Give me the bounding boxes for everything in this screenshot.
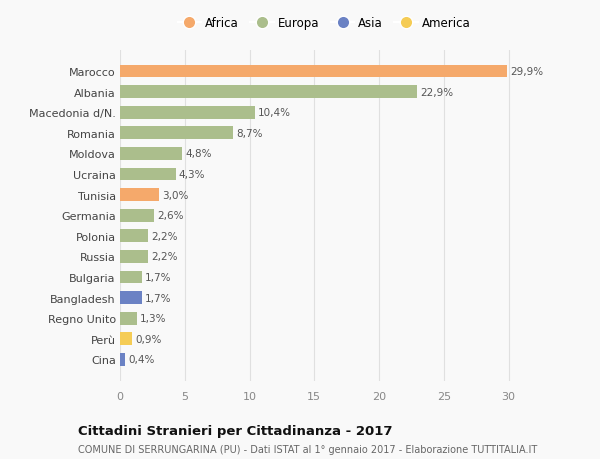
Legend: Africa, Europa, Asia, America: Africa, Europa, Asia, America bbox=[178, 17, 470, 30]
Bar bbox=[120, 251, 148, 263]
Text: 2,2%: 2,2% bbox=[152, 231, 178, 241]
Text: 4,3%: 4,3% bbox=[179, 170, 205, 179]
Text: Cittadini Stranieri per Cittadinanza - 2017: Cittadini Stranieri per Cittadinanza - 2… bbox=[78, 425, 392, 437]
Text: 1,3%: 1,3% bbox=[140, 313, 167, 324]
Bar bbox=[120, 148, 182, 161]
Text: 0,9%: 0,9% bbox=[135, 334, 161, 344]
Text: 2,2%: 2,2% bbox=[152, 252, 178, 262]
Text: 29,9%: 29,9% bbox=[511, 67, 544, 77]
Bar bbox=[120, 353, 125, 366]
Text: 4,8%: 4,8% bbox=[185, 149, 212, 159]
Bar bbox=[120, 230, 148, 243]
Bar bbox=[120, 333, 131, 346]
Bar bbox=[120, 86, 416, 99]
Text: COMUNE DI SERRUNGARINA (PU) - Dati ISTAT al 1° gennaio 2017 - Elaborazione TUTTI: COMUNE DI SERRUNGARINA (PU) - Dati ISTAT… bbox=[78, 444, 537, 454]
Bar bbox=[120, 66, 507, 78]
Text: 10,4%: 10,4% bbox=[258, 108, 291, 118]
Bar bbox=[120, 106, 255, 119]
Bar bbox=[120, 312, 137, 325]
Bar bbox=[120, 209, 154, 222]
Text: 1,7%: 1,7% bbox=[145, 293, 172, 303]
Bar bbox=[120, 291, 142, 304]
Text: 22,9%: 22,9% bbox=[420, 88, 453, 97]
Text: 1,7%: 1,7% bbox=[145, 272, 172, 282]
Bar bbox=[120, 168, 176, 181]
Text: 8,7%: 8,7% bbox=[236, 129, 262, 139]
Text: 2,6%: 2,6% bbox=[157, 211, 184, 221]
Bar bbox=[120, 189, 159, 202]
Text: 3,0%: 3,0% bbox=[162, 190, 188, 200]
Bar bbox=[120, 271, 142, 284]
Text: 0,4%: 0,4% bbox=[128, 355, 155, 364]
Bar bbox=[120, 127, 233, 140]
